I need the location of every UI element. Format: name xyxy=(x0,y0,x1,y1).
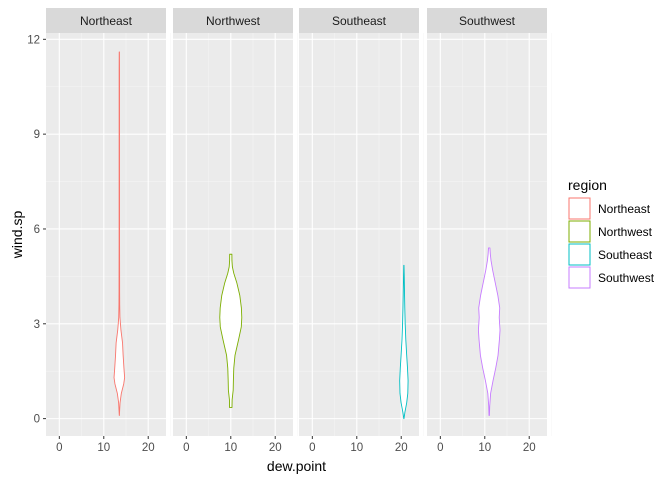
y-tick-label: 3 xyxy=(34,319,40,331)
violin-northwest xyxy=(219,253,243,408)
panel-background xyxy=(46,33,166,436)
legend-key-northeast xyxy=(568,197,591,220)
x-tick-label: 10 xyxy=(97,442,110,454)
legend-label: Northwest xyxy=(598,225,653,239)
y-tick-label: 6 xyxy=(34,224,40,236)
legend: region Northeast Northwest Southeast Southw… xyxy=(568,177,655,289)
legend-label: Northeast xyxy=(598,202,651,216)
legend-label: Southeast xyxy=(598,248,653,262)
legend-label: Southwest xyxy=(598,271,655,285)
facet-strip xyxy=(46,8,166,33)
y-tick-label: 9 xyxy=(34,129,40,141)
x-tick-label: 0 xyxy=(183,442,189,454)
panel-background xyxy=(299,33,419,436)
x-tick-label: 0 xyxy=(309,442,315,454)
facet-panels: Northeast 0 10 20 Northwest 0 10 20 Southeast 0 10… xyxy=(46,8,552,454)
facet-strip xyxy=(173,8,293,33)
x-tick-label: 0 xyxy=(56,442,62,454)
legend-key-southwest xyxy=(568,266,591,289)
facet-strip-label: Southeast xyxy=(332,14,387,28)
x-tick-label: 10 xyxy=(478,442,491,454)
x-tick-label: 10 xyxy=(350,442,363,454)
legend-title: region xyxy=(568,177,607,193)
x-tick-label: 20 xyxy=(523,442,536,454)
facet-panel-southwest: Southwest 0 10 20 xyxy=(427,8,552,454)
facet-panel-northeast: Northeast 0 10 20 xyxy=(46,8,171,454)
y-tick-label: 0 xyxy=(34,414,40,426)
x-tick-label: 20 xyxy=(395,442,408,454)
x-tick-label: 10 xyxy=(224,442,237,454)
y-tick-label: 12 xyxy=(27,34,40,46)
y-axis: 0 3 6 9 12 xyxy=(27,34,46,426)
legend-key-northwest xyxy=(568,220,591,243)
facet-strip xyxy=(427,8,547,33)
facet-strip xyxy=(299,8,419,33)
violin-southeast xyxy=(399,264,409,420)
y-axis-title: wind.sp xyxy=(9,211,25,260)
facet-strip-label: Northeast xyxy=(80,14,133,28)
facet-panel-northwest: Northwest 0 10 20 xyxy=(173,8,298,454)
x-tick-label: 20 xyxy=(142,442,155,454)
x-tick-label: 0 xyxy=(437,442,443,454)
x-tick-label: 20 xyxy=(269,442,282,454)
violin-southwest xyxy=(477,247,501,416)
facet-strip-label: Southwest xyxy=(459,14,516,28)
facet-panel-southeast: Southeast 0 10 20 xyxy=(299,8,424,454)
x-axis-title: dew.point xyxy=(267,458,326,474)
legend-key-southeast xyxy=(568,243,591,266)
facet-strip-label: Northwest xyxy=(206,14,261,28)
violin-northeast xyxy=(113,51,126,416)
